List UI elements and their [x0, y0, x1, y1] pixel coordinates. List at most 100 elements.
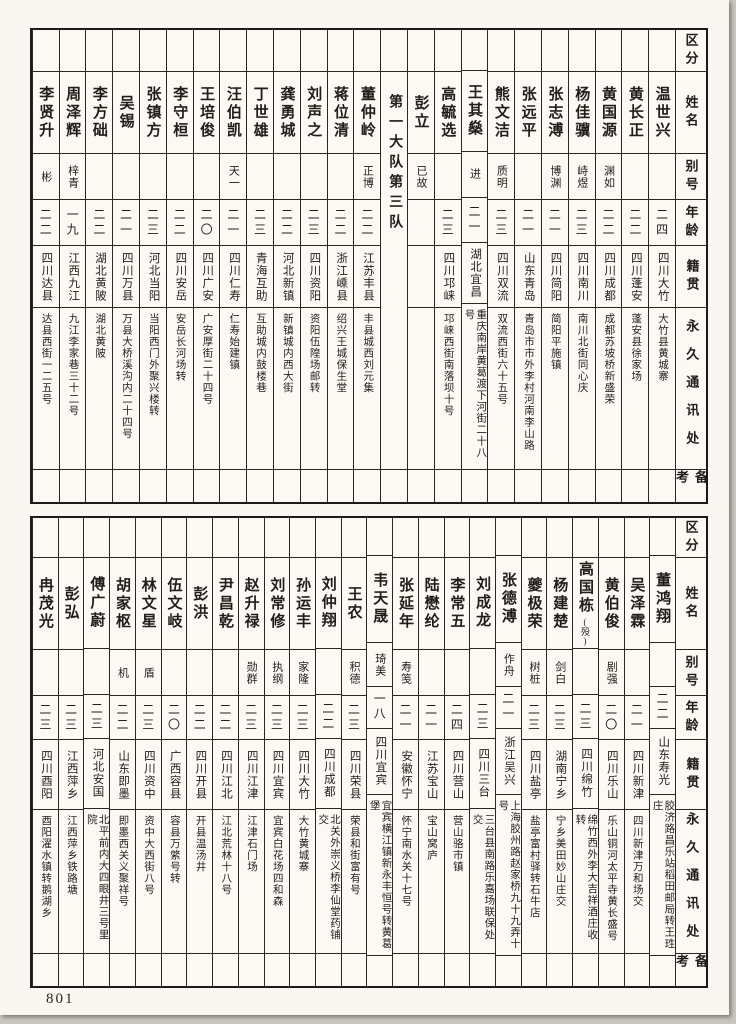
page-number: 801	[46, 991, 75, 1007]
origin-cell: 湖北宜昌	[461, 243, 488, 304]
person-name: 王农	[345, 585, 362, 622]
person-name: 彭弘	[62, 585, 79, 622]
person-name: 黄伯俊	[602, 576, 619, 631]
person-name: 温世兴	[653, 85, 670, 140]
category-cell	[32, 30, 59, 72]
header-age: 年龄	[676, 200, 706, 246]
remark-cell	[542, 470, 568, 502]
name-cell: 李贤升	[32, 72, 59, 154]
address-cell: 广安厚街二十四号	[193, 308, 220, 470]
name-cell: 韦天晟	[367, 556, 393, 644]
category-cell	[547, 518, 573, 558]
person-name: 龚勇城	[278, 85, 295, 140]
origin-cell: 山东寿光	[650, 729, 675, 796]
person-name: 熊文洁	[492, 85, 509, 140]
age-cell: 二二	[354, 200, 381, 246]
person-name: 夔极荣	[525, 576, 542, 631]
person-name: 李方础	[90, 85, 107, 140]
remark-cell	[650, 956, 675, 986]
person-name: 尹昌乾	[216, 576, 233, 631]
person-name: 杨建楚	[551, 576, 568, 631]
origin-cell: 浙江吴兴	[495, 729, 521, 796]
address-cell: 北关外崇义桥李仙堂药铺交	[315, 809, 341, 955]
roster-table-top: 区分 姓名 别号 年龄 籍贯 永久通讯处 备考 温世兴 二四 四川大竹 大竹县黄城寨黄…	[30, 28, 708, 504]
deceased-note: (殁)	[579, 616, 590, 646]
origin-cell: 四川新津	[624, 740, 650, 810]
origin-cell: 四川成都	[315, 739, 341, 809]
age-cell: 二二	[595, 200, 622, 246]
remark-cell	[599, 954, 624, 986]
name-cell: 傅广蔚	[84, 558, 110, 650]
age-cell: 二三	[264, 696, 290, 740]
person-column: 黄伯俊 剧强 二〇 四川乐山 乐山铜河太平寺黄长盛号	[597, 518, 624, 986]
person-name: 李常五	[448, 576, 465, 631]
person-column: 张志溥 博渊 二一 四川简阳 简阳平施镇	[541, 30, 568, 502]
address-cell: 宝山窝庐	[418, 810, 444, 954]
address-cell: 达县西街一二五号	[32, 308, 59, 470]
address-cell: 邛崃西街南落坝十号	[434, 308, 461, 470]
category-cell	[649, 30, 675, 72]
category-cell	[161, 518, 187, 558]
age-cell: 二二	[32, 200, 59, 246]
age-cell: 二三	[238, 696, 264, 740]
age-cell: 二一	[220, 200, 247, 246]
alias-cell	[434, 154, 461, 200]
address-cell: 宁乡美田妙山庄交	[547, 810, 573, 954]
address-cell: 酉阳濯水镇转鹅湖乡	[33, 810, 58, 954]
person-column: 董仲岭 正博 二二 江苏丰县 丰县城西刘元集	[353, 30, 381, 502]
name-cell: 彭弘	[58, 558, 84, 650]
header-alias: 别号	[676, 154, 706, 200]
category-cell	[650, 518, 675, 556]
name-cell: 董鸿翔	[650, 556, 675, 644]
person-name: 林文星	[139, 576, 156, 631]
age-cell: 二三	[84, 695, 110, 740]
address-cell: 宜宾白花场四和森	[264, 810, 290, 954]
person-name: 刘常修	[268, 576, 285, 631]
name-cell: 王农	[341, 558, 367, 650]
category-cell	[354, 30, 381, 72]
origin-cell: 江西萍乡	[58, 740, 84, 810]
alias-cell: 剧强	[598, 650, 624, 696]
origin-cell: 四川南川	[568, 246, 595, 308]
person-column: 王农 积德 二三 四川荣县 荣县和街富有号	[340, 518, 367, 986]
person-column: 胡家枢机二二 山东即墨 即墨西关义聚祥号	[109, 518, 135, 986]
header-category: 区分	[676, 30, 706, 72]
person-column: 尹昌乾 二二 四川江北 江北荒林十八号	[212, 518, 238, 986]
age-cell: 二一	[418, 696, 444, 740]
age-cell: 二三	[247, 200, 274, 246]
name-cell: 尹昌乾	[213, 558, 238, 650]
remark-cell	[167, 470, 193, 502]
person-name: 孙运丰	[294, 576, 311, 631]
person-column: 李守桓 二二 四川安岳 安岳长河场转	[165, 30, 193, 502]
alias-cell	[274, 154, 300, 200]
person-column: 彭立 已故	[407, 30, 434, 502]
roster-table-bottom: 区分 姓名 别号 年龄 籍贯 永久通讯处 备考 董鸿翔 二二 山东寿光 胶济路昌乐站稻…	[30, 516, 708, 988]
header-column: 区分 姓名 别号 年龄 籍贯 永久通讯处 备考	[675, 30, 706, 502]
address-cell: 三台县南路乐嘉场联保处交	[470, 809, 495, 955]
person-column: 林文星盾二三 四川资中 资中大西街八号	[134, 518, 161, 986]
alias-cell	[84, 649, 110, 696]
origin-cell: 四川营山	[444, 740, 470, 810]
origin-cell: 四川乐山	[598, 740, 624, 810]
age-cell: 二二	[166, 200, 193, 246]
origin-cell: 四川安岳	[166, 246, 193, 308]
person-name: 黄国源	[600, 85, 617, 140]
header-remarks: 备考	[676, 954, 706, 972]
address-cell: 大竹县黄城寨	[649, 308, 675, 470]
category-cell	[274, 30, 300, 72]
address-cell: 营山骆市镇	[444, 810, 470, 954]
name-cell: 熊文洁	[488, 72, 515, 154]
origin-cell: 河北安国	[84, 739, 110, 809]
age-cell: 二三	[140, 200, 166, 246]
alias-cell: 执纲	[264, 650, 290, 696]
alias-cell: 正博	[354, 154, 381, 200]
age-cell: 二一	[624, 696, 650, 740]
person-column: 彭弘 二三 江西萍乡 江西萍乡铁路塘	[57, 518, 84, 986]
person-column: 董鸿翔 二二 山东寿光 胶济路昌乐站稻田邮局转王珄庄	[649, 518, 675, 986]
name-cell: 丁世雄	[247, 72, 274, 154]
person-name: 李守桓	[171, 85, 188, 140]
category-cell	[264, 518, 290, 558]
category-cell	[598, 518, 624, 558]
alias-cell	[140, 154, 166, 200]
alias-cell	[515, 154, 542, 200]
